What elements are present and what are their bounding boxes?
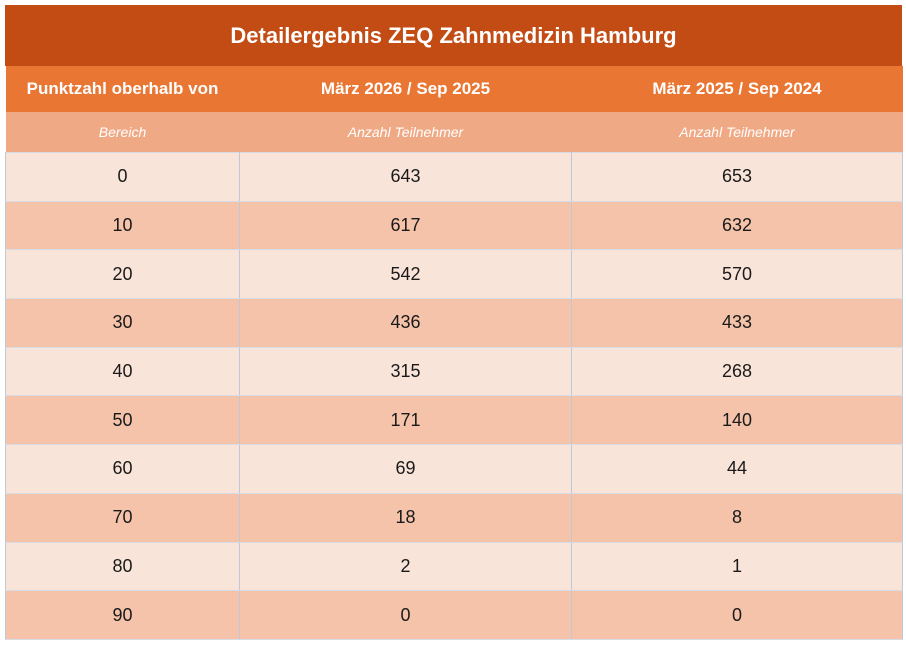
table-row: 30 436 433 [5,298,903,348]
subheader-row: Bereich Anzahl Teilnehmer Anzahl Teilneh… [5,112,903,153]
results-table: Punktzahl oberhalb von März 2026 / Sep 2… [5,66,903,640]
cell-score-threshold: 10 [5,200,240,251]
cell-participants-2026: 69 [239,444,572,494]
cell-participants-2026: 436 [239,298,572,348]
subheader-participants-2026: Anzahl Teilnehmer [239,112,572,153]
cell-participants-2025: 653 [571,152,903,202]
cell-participants-2026: 542 [239,249,572,300]
subheader-range: Bereich [5,112,240,153]
table-row: 0 643 653 [5,152,903,202]
table-row: 20 542 570 [5,249,903,300]
cell-participants-2026: 18 [239,492,572,543]
cell-score-threshold: 30 [5,298,240,348]
cell-participants-2026: 643 [239,152,572,202]
column-header-period-2025: März 2025 / Sep 2024 [571,66,903,112]
cell-score-threshold: 70 [5,492,240,543]
column-header-row: Punktzahl oberhalb von März 2026 / Sep 2… [5,66,903,112]
table-row: 70 18 8 [5,492,903,543]
cell-participants-2025: 268 [571,346,903,397]
column-header-period-2026: März 2026 / Sep 2025 [239,66,572,112]
cell-participants-2025: 8 [571,492,903,543]
cell-participants-2025: 433 [571,298,903,348]
table-row: 90 0 0 [5,590,903,640]
table-row: 60 69 44 [5,444,903,494]
cell-participants-2026: 171 [239,395,572,446]
cell-participants-2026: 0 [239,590,572,640]
cell-participants-2025: 140 [571,395,903,446]
cell-score-threshold: 60 [5,444,240,494]
results-table-container: Detailergebnis ZEQ Zahnmedizin Hamburg P… [5,5,903,640]
table-row: 50 171 140 [5,395,903,446]
column-header-score: Punktzahl oberhalb von [5,66,240,112]
subheader-participants-2025: Anzahl Teilnehmer [571,112,903,153]
table-row: 80 2 1 [5,541,903,592]
cell-participants-2025: 1 [571,541,903,592]
cell-participants-2025: 570 [571,249,903,300]
cell-score-threshold: 40 [5,346,240,397]
cell-score-threshold: 50 [5,395,240,446]
table-title: Detailergebnis ZEQ Zahnmedizin Hamburg [5,5,902,66]
cell-score-threshold: 90 [5,590,240,640]
cell-participants-2026: 315 [239,346,572,397]
cell-participants-2025: 44 [571,444,903,494]
table-row: 40 315 268 [5,346,903,397]
cell-participants-2025: 632 [571,200,903,251]
cell-score-threshold: 80 [5,541,240,592]
cell-score-threshold: 20 [5,249,240,300]
cell-participants-2026: 617 [239,200,572,251]
cell-participants-2026: 2 [239,541,572,592]
table-row: 10 617 632 [5,200,903,251]
cell-score-threshold: 0 [5,152,240,202]
table-body: 0 643 653 10 617 632 20 542 570 30 436 433 40 315 268 5… [5,152,903,640]
cell-participants-2025: 0 [571,590,903,640]
